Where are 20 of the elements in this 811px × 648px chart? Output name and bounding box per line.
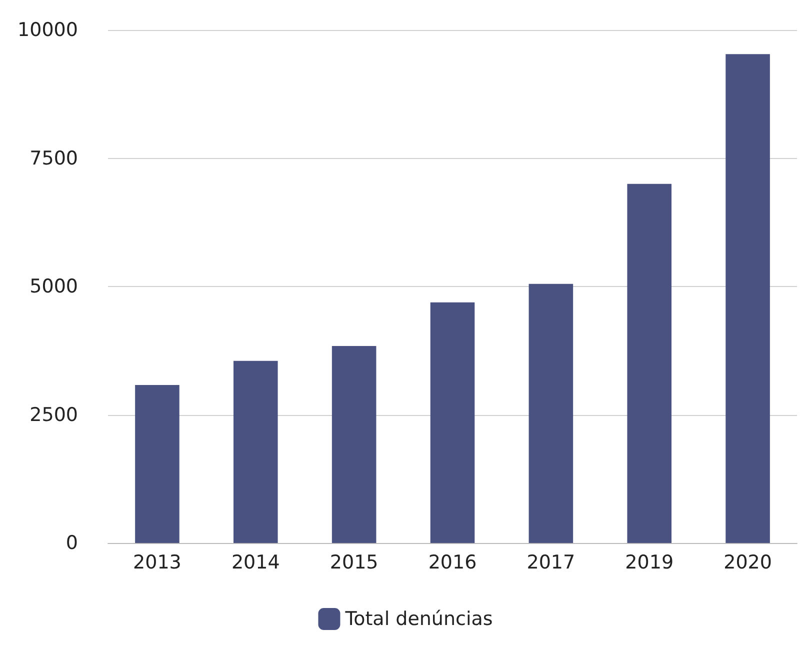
bar [726, 54, 770, 543]
y-tick-label: 0 [66, 532, 78, 554]
x-tick-label: 2019 [625, 552, 674, 574]
x-tick-label: 2013 [133, 552, 182, 574]
bar [430, 302, 475, 543]
x-tick-label: 2020 [724, 552, 772, 574]
x-tick-label: 2015 [330, 552, 378, 574]
y-tick-label: 7500 [30, 147, 78, 170]
y-tick-label: 2500 [30, 404, 78, 426]
bar [332, 346, 376, 543]
x-tick-label: 2016 [428, 552, 477, 574]
x-tick-label: 2017 [526, 552, 576, 574]
bar [233, 360, 278, 543]
legend-label: Total denúncias [344, 608, 493, 630]
bar [627, 184, 672, 543]
bar [135, 384, 180, 543]
y-tick-label: 10000 [18, 19, 78, 41]
y-tick-label: 5000 [30, 276, 78, 298]
x-tick-label: 2014 [231, 552, 280, 574]
bar [528, 284, 574, 543]
